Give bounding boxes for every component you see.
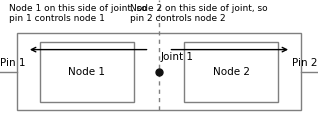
Text: Pin 2: Pin 2 bbox=[293, 58, 318, 68]
Text: Joint 1: Joint 1 bbox=[161, 52, 194, 62]
Bar bbox=[40, 42, 134, 102]
Bar bbox=[184, 42, 278, 102]
Text: Node 1 on this side of joint, so
pin 1 controls node 1: Node 1 on this side of joint, so pin 1 c… bbox=[9, 4, 147, 23]
Text: Node 1: Node 1 bbox=[68, 67, 105, 77]
Text: Node 2 on this side of joint, so
pin 2 controls node 2: Node 2 on this side of joint, so pin 2 c… bbox=[130, 4, 267, 23]
Text: Node 2: Node 2 bbox=[213, 67, 250, 77]
Text: Pin 1: Pin 1 bbox=[0, 58, 25, 68]
Bar bbox=[17, 33, 301, 110]
